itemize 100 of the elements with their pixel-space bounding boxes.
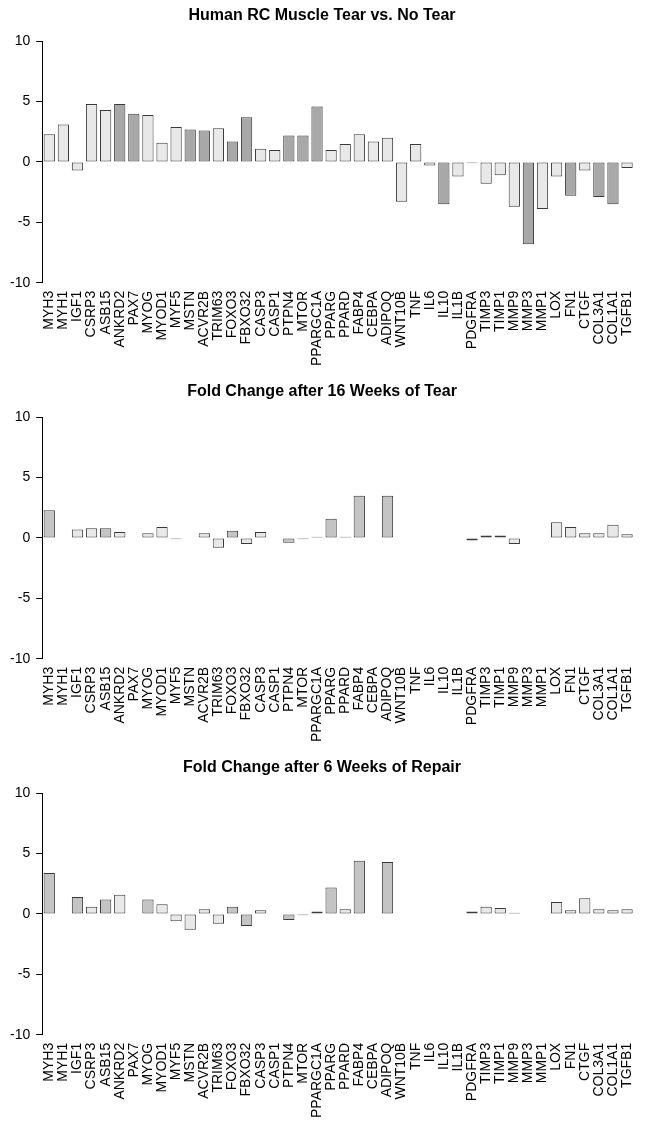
x-tick-label: FABP4 <box>350 666 367 711</box>
x-tick-label: IL1B <box>448 666 465 696</box>
x-tick-label: TGFB1 <box>617 1042 634 1088</box>
x-tick-label: PPARD <box>336 666 353 714</box>
x-tick-label: ASB15 <box>96 290 113 335</box>
x-tick-label: LOX <box>547 1042 564 1071</box>
x-tick-label: IL6 <box>420 666 437 687</box>
x-tick-label: CASP1 <box>265 290 282 337</box>
x-tick-label: PDGFRA <box>462 666 479 726</box>
x-tick-label: CASP3 <box>251 1042 268 1089</box>
x-tick-label: FN1 <box>561 290 578 318</box>
x-tick-label: TRIM63 <box>209 666 226 717</box>
y-tick-label: 5 <box>22 468 31 485</box>
x-tick-label: MYH1 <box>54 666 71 706</box>
y-tick-label: -5 <box>17 213 31 230</box>
chart-title: Fold Change after 16 Weeks of Tear <box>187 382 457 400</box>
x-tick-label: TIMP1 <box>491 666 508 709</box>
x-tick-label: MYOD1 <box>152 666 169 717</box>
x-tick-label: CASP1 <box>265 666 282 713</box>
x-tick-label: CASP3 <box>251 290 268 337</box>
y-tick-label: 0 <box>22 904 31 921</box>
x-tick-label: TIMP3 <box>477 290 493 333</box>
x-tick-label: PPARGC1A <box>307 290 324 367</box>
x-tick-label: FOXO3 <box>223 290 240 339</box>
x-tick-label: COL1A1 <box>603 666 620 721</box>
x-tick-label: COL3A1 <box>589 666 606 721</box>
x-tick-label: MMP1 <box>533 1042 550 1084</box>
x-tick-label: ANKRD2 <box>110 666 127 724</box>
x-tick-label: MYOD1 <box>152 1042 169 1093</box>
x-tick-label: CSRP3 <box>82 290 99 338</box>
x-tick-label: CASP3 <box>251 666 268 713</box>
x-tick-label: LOX <box>547 290 564 319</box>
x-tick-label: MMP9 <box>505 666 522 708</box>
x-tick-label: MYF5 <box>166 1042 183 1081</box>
x-tick-label: IL6 <box>420 290 437 311</box>
x-tick-label: PDGFRA <box>462 1042 479 1102</box>
x-tick-label: IL1B <box>448 1042 465 1072</box>
x-tick-label: IL10 <box>434 290 451 319</box>
x-tick-label: IL10 <box>434 666 451 695</box>
x-tick-label: MMP9 <box>505 290 522 332</box>
x-tick-label: PTPN4 <box>279 290 296 336</box>
x-tick-label: ADIPOQ <box>378 290 395 346</box>
x-tick-label: PPARGC1A <box>307 1042 324 1119</box>
x-tick-label: MYH3 <box>40 1042 57 1082</box>
x-tick-label: IGF1 <box>68 666 85 698</box>
x-tick-label: COL3A1 <box>589 290 606 345</box>
chart-title: Fold Change after 6 Weeks of Repair <box>183 758 461 776</box>
x-tick-label: PPARG <box>321 290 338 339</box>
x-tick-label: TIMP1 <box>491 1042 508 1085</box>
x-tick-label: MYOD1 <box>152 290 169 341</box>
x-tick-label: CSRP3 <box>82 1042 99 1090</box>
y-tick-label: -10 <box>10 649 31 666</box>
x-tick-label: FABP4 <box>350 290 367 335</box>
x-tick-label: PDGFRA <box>462 290 479 350</box>
y-tick-label: 10 <box>14 408 31 425</box>
x-tick-label: TRIM63 <box>209 290 226 341</box>
x-tick-label: MMP3 <box>519 666 536 708</box>
x-tick-label: IGF1 <box>68 290 85 322</box>
x-tick-label: CEBPA <box>364 1042 381 1090</box>
x-tick-label: TNF <box>406 1042 423 1071</box>
y-tick-label: 5 <box>22 844 31 861</box>
x-tick-label: ADIPOQ <box>378 666 395 722</box>
x-tick-label: FBXO32 <box>237 1042 254 1097</box>
x-tick-label: MYOG <box>138 1042 155 1086</box>
x-tick-label: MYF5 <box>166 290 183 329</box>
x-tick-label: PPARG <box>321 666 338 715</box>
x-tick-label: FBXO32 <box>237 666 254 721</box>
y-tick-label: 0 <box>22 152 31 169</box>
x-tick-label: PPARGC1A <box>307 666 324 743</box>
x-tick-label: TGFB1 <box>617 666 634 712</box>
x-tick-label: MTOR <box>293 1042 310 1084</box>
x-tick-label: MYF5 <box>166 666 183 705</box>
x-tick-label: MMP1 <box>533 666 550 708</box>
x-tick-label: ANKRD2 <box>110 290 127 348</box>
x-tick-label: LOX <box>547 666 564 695</box>
y-tick-label: 5 <box>22 92 31 109</box>
x-tick-label: CTGF <box>575 1042 592 1081</box>
y-tick-label: 10 <box>14 32 31 49</box>
x-tick-label: MYOG <box>138 666 155 710</box>
x-tick-label: COL1A1 <box>603 1042 620 1097</box>
x-tick-label: MMP3 <box>519 1042 536 1084</box>
x-tick-label: CASP1 <box>265 1042 282 1089</box>
x-tick-label: MYH1 <box>54 1042 71 1082</box>
x-tick-label: TRIM63 <box>209 1042 226 1093</box>
x-tick-label: PTPN4 <box>279 666 296 712</box>
x-tick-label: PAX7 <box>124 1042 141 1078</box>
x-tick-label: CEBPA <box>364 290 381 338</box>
x-tick-label: IGF1 <box>68 1042 85 1074</box>
x-tick-label: MYH3 <box>40 666 57 706</box>
x-tick-label: MSTN <box>181 290 198 331</box>
y-tick-label: -5 <box>17 965 31 982</box>
x-tick-label: FABP4 <box>350 1042 367 1087</box>
y-tick-label: -5 <box>17 589 31 606</box>
x-tick-label: ACVR2B <box>195 1042 212 1099</box>
x-tick-label: CSRP3 <box>82 666 99 714</box>
x-tick-label: TNF <box>406 666 423 695</box>
x-tick-label: TIMP3 <box>477 1042 493 1085</box>
x-tick-label: PPARG <box>321 1042 338 1091</box>
x-tick-label: COL1A1 <box>603 290 620 345</box>
x-tick-label: PTPN4 <box>279 1042 296 1088</box>
